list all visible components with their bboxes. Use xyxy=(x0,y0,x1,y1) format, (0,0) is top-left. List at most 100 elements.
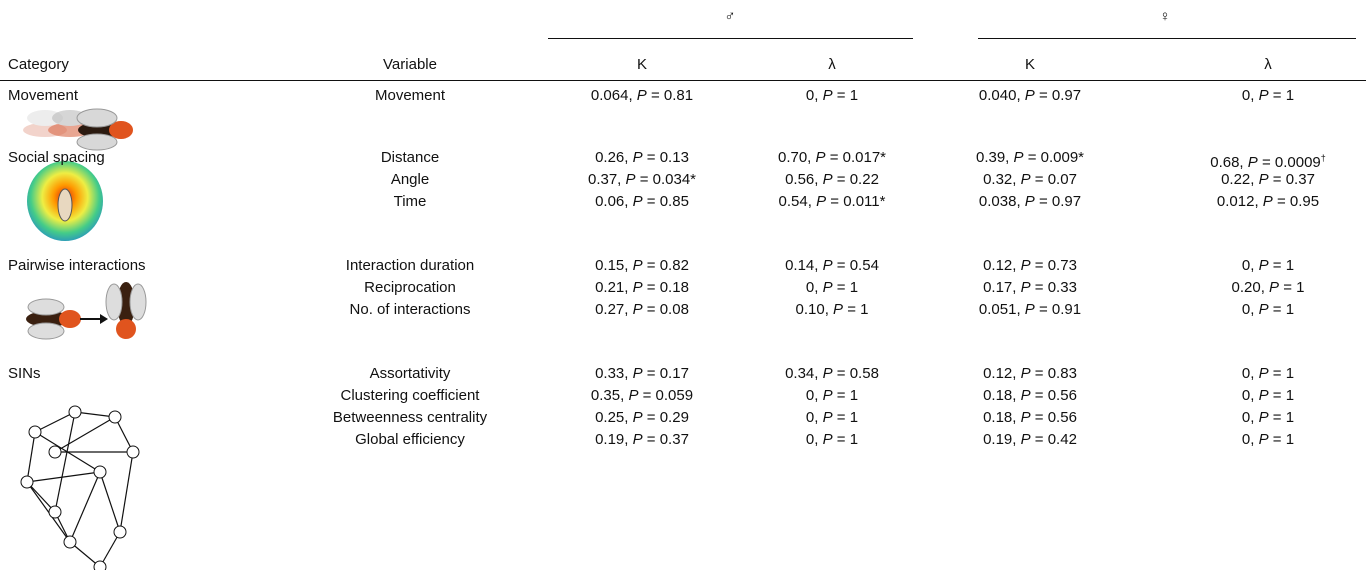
stat-text: = 1 xyxy=(833,87,858,104)
stat-cell: 0, P = 1 xyxy=(1242,409,1294,427)
stat-text: 0.35, xyxy=(591,387,629,404)
stat-cell: 0.18, P = 0.56 xyxy=(983,409,1077,427)
stat-text: 0, xyxy=(806,431,823,448)
p-symbol: P xyxy=(1259,87,1269,104)
stat-text: 0.064, xyxy=(591,87,637,104)
stat-text: = 0.17 xyxy=(643,365,689,382)
stat-text: 0.27, xyxy=(595,301,633,318)
p-symbol: P xyxy=(637,87,647,104)
p-symbol: P xyxy=(633,257,643,274)
p-symbol: P xyxy=(1259,387,1269,404)
stat-cell: 0.040, P = 0.97 xyxy=(979,87,1081,105)
stat-text: = 1 xyxy=(843,301,868,318)
stat-text: 0.68, xyxy=(1210,154,1248,171)
stat-cell: 0.25, P = 0.29 xyxy=(595,409,689,427)
stat-text: 0.54, xyxy=(779,193,817,210)
stat-cell: 0.18, P = 0.56 xyxy=(983,387,1077,405)
stat-cell: 0.32, P = 0.07 xyxy=(983,171,1077,189)
stat-text: 0.06, xyxy=(595,193,633,210)
p-symbol: P xyxy=(1021,387,1031,404)
p-symbol: P xyxy=(628,387,638,404)
stat-cell: 0.21, P = 0.18 xyxy=(595,279,689,297)
stat-text: 0.038, xyxy=(979,193,1025,210)
p-symbol: P xyxy=(1025,87,1035,104)
p-symbol: P xyxy=(833,301,843,318)
p-symbol: P xyxy=(1248,154,1258,171)
column-header: λ xyxy=(1264,56,1272,74)
stat-text: = 0.034* xyxy=(636,171,696,188)
p-symbol: P xyxy=(1269,279,1279,296)
variable-label: Angle xyxy=(391,171,429,189)
p-symbol: P xyxy=(1021,409,1031,426)
stat-text: = 0.07 xyxy=(1031,171,1077,188)
stat-cell: 0.19, P = 0.37 xyxy=(595,431,689,449)
stat-text: 0.12, xyxy=(983,257,1021,274)
stat-text: = 1 xyxy=(1269,257,1294,274)
p-symbol: P xyxy=(1021,171,1031,188)
stat-text: = 0.37 xyxy=(1269,171,1315,188)
stat-text: = 0.73 xyxy=(1031,257,1077,274)
p-symbol: P xyxy=(1021,431,1031,448)
stat-cell: 0.19, P = 0.42 xyxy=(983,431,1077,449)
stat-text: = 1 xyxy=(1269,301,1294,318)
stat-text: 0.012, xyxy=(1217,193,1263,210)
category-label: Movement xyxy=(8,87,78,105)
stat-cell: 0.27, P = 0.08 xyxy=(595,301,689,319)
p-symbol: P xyxy=(633,279,643,296)
stat-text: 0.18, xyxy=(983,387,1021,404)
stat-cell: 0.064, P = 0.81 xyxy=(591,87,693,105)
stat-cell: 0, P = 1 xyxy=(1242,257,1294,275)
p-symbol: P xyxy=(1259,365,1269,382)
stat-text: = 1 xyxy=(833,409,858,426)
sin-network-icon xyxy=(15,392,150,570)
stat-text: = 0.82 xyxy=(643,257,689,274)
stat-text: = 0.37 xyxy=(643,431,689,448)
stat-text: 0, xyxy=(1242,431,1259,448)
p-symbol: P xyxy=(1259,171,1269,188)
stat-text: = 1 xyxy=(1269,409,1294,426)
stat-cell: 0.37, P = 0.034* xyxy=(588,171,696,189)
stat-cell: 0.038, P = 0.97 xyxy=(979,193,1081,211)
p-symbol: P xyxy=(1021,279,1031,296)
stat-text: 0, xyxy=(1242,301,1259,318)
stat-text: = 0.13 xyxy=(643,149,689,166)
stat-cell: 0.012, P = 0.95 xyxy=(1217,193,1319,211)
variable-label: Movement xyxy=(375,87,445,105)
stat-cell: 0, P = 1 xyxy=(806,431,858,449)
stat-text: 0.15, xyxy=(595,257,633,274)
stat-cell: 0.10, P = 1 xyxy=(796,301,869,319)
stat-text: 0, xyxy=(806,279,823,296)
stat-text: 0.17, xyxy=(983,279,1021,296)
p-symbol: P xyxy=(1263,193,1273,210)
stat-cell: 0.17, P = 0.33 xyxy=(983,279,1077,297)
p-symbol: P xyxy=(816,149,826,166)
stat-text: 0.32, xyxy=(983,171,1021,188)
stat-text: 0, xyxy=(1242,365,1259,382)
stat-text: 0.39, xyxy=(976,149,1014,166)
stat-text: = 1 xyxy=(1269,431,1294,448)
p-symbol: P xyxy=(1025,193,1035,210)
stat-text: 0.19, xyxy=(595,431,633,448)
stat-cell: 0, P = 1 xyxy=(1242,365,1294,383)
variable-label: Reciprocation xyxy=(364,279,456,297)
stat-cell: 0.26, P = 0.13 xyxy=(595,149,689,167)
stat-text: = 0.56 xyxy=(1031,387,1077,404)
stat-text: 0.20, xyxy=(1232,279,1270,296)
stat-text: 0.18, xyxy=(983,409,1021,426)
p-symbol: P xyxy=(626,171,636,188)
stat-text: 0.10, xyxy=(796,301,834,318)
stat-text: = 0.85 xyxy=(643,193,689,210)
stat-text: = 0.58 xyxy=(833,365,879,382)
p-symbol: P xyxy=(816,193,826,210)
p-symbol: P xyxy=(1021,365,1031,382)
stat-text: = 0.97 xyxy=(1035,193,1081,210)
variable-label: Global efficiency xyxy=(355,431,465,449)
p-symbol: P xyxy=(1025,301,1035,318)
stat-text: 0, xyxy=(1242,387,1259,404)
stat-text: 0.70, xyxy=(778,149,816,166)
stat-cell: 0.54, P = 0.011* xyxy=(779,193,886,211)
rule xyxy=(548,38,913,39)
stat-text: 0, xyxy=(806,387,823,404)
stat-text: 0, xyxy=(806,409,823,426)
male-header: ♂ xyxy=(724,8,735,26)
